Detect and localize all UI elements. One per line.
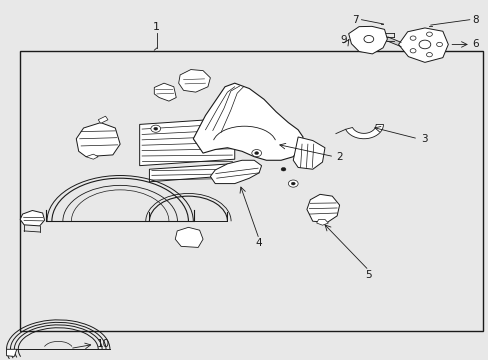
Text: 6: 6: [472, 40, 478, 49]
Text: 7: 7: [352, 15, 358, 25]
Polygon shape: [178, 69, 210, 92]
Circle shape: [436, 42, 442, 46]
Text: 9: 9: [340, 35, 346, 45]
Polygon shape: [140, 118, 234, 166]
Polygon shape: [210, 160, 261, 184]
Circle shape: [291, 182, 295, 185]
Polygon shape: [193, 83, 303, 160]
Polygon shape: [293, 137, 325, 169]
Polygon shape: [345, 125, 383, 139]
Circle shape: [418, 40, 430, 49]
Polygon shape: [6, 349, 17, 356]
Polygon shape: [348, 26, 386, 54]
Circle shape: [426, 32, 431, 36]
Text: 4: 4: [255, 238, 262, 248]
Polygon shape: [316, 220, 328, 225]
Circle shape: [363, 36, 373, 42]
Bar: [20, 51, 483, 330]
Circle shape: [151, 125, 160, 132]
Polygon shape: [306, 194, 339, 222]
Text: 1: 1: [153, 22, 160, 32]
Polygon shape: [98, 116, 108, 123]
Polygon shape: [76, 123, 120, 157]
Circle shape: [254, 152, 258, 154]
Text: 10: 10: [97, 339, 110, 349]
Polygon shape: [86, 154, 98, 159]
Polygon shape: [149, 164, 229, 182]
Circle shape: [154, 127, 158, 130]
Circle shape: [426, 53, 431, 57]
Polygon shape: [175, 227, 203, 247]
Circle shape: [288, 180, 298, 187]
Circle shape: [409, 49, 415, 53]
Circle shape: [409, 36, 415, 40]
Circle shape: [251, 149, 261, 157]
Circle shape: [281, 167, 285, 171]
Text: 8: 8: [472, 15, 478, 25]
Polygon shape: [398, 28, 447, 62]
Text: 2: 2: [335, 152, 342, 162]
Text: 3: 3: [420, 134, 427, 144]
Polygon shape: [154, 83, 176, 101]
Text: 5: 5: [365, 270, 371, 280]
Polygon shape: [20, 211, 44, 226]
